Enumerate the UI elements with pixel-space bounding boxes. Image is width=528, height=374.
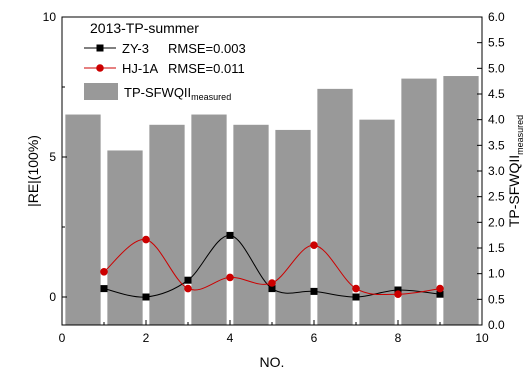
y-left-axis-title: |RE|(100%) xyxy=(25,135,41,207)
data-point xyxy=(310,287,318,295)
bar xyxy=(443,76,479,326)
data-point xyxy=(268,285,276,293)
x-tick-label: 0 xyxy=(59,331,66,345)
y-right-tick-label: 1.5 xyxy=(488,241,505,255)
legend-name-bars-main: TP-SFWQII xyxy=(124,85,191,100)
x-axis-title: NO. xyxy=(260,354,285,370)
line-series xyxy=(100,231,444,301)
data-point xyxy=(100,285,108,293)
bar xyxy=(275,129,311,325)
data-point xyxy=(226,231,234,239)
x-tick-label: 4 xyxy=(227,331,234,345)
y-right-axis-title-main: TP-SFWQII xyxy=(506,155,522,227)
data-point xyxy=(394,286,402,294)
y-right-tick-label: 0.0 xyxy=(488,318,505,332)
data-point xyxy=(142,293,150,301)
data-point xyxy=(142,235,150,244)
data-point xyxy=(268,279,276,287)
y-right-tick-label: 4.5 xyxy=(488,87,505,101)
bar xyxy=(191,114,227,326)
y-left-tick-label: 10 xyxy=(43,10,57,24)
bar xyxy=(233,124,269,325)
y-right-tick-label: 1.0 xyxy=(488,267,505,281)
data-point xyxy=(352,293,360,301)
x-tick-label: 10 xyxy=(475,331,489,345)
bar xyxy=(317,88,353,325)
bar xyxy=(65,114,101,326)
data-point xyxy=(394,290,402,299)
legend-name-bars-subscript: measured xyxy=(191,92,231,102)
legend-title: 2013-TP-summer xyxy=(90,20,199,36)
y-right-axis-title-subscript: measured xyxy=(515,115,525,155)
y-right-tick-label: 3.0 xyxy=(488,164,505,178)
x-tick-label: 2 xyxy=(143,331,150,345)
legend-name-zy3: ZY-3 xyxy=(122,41,149,56)
legend-marker-hj1a xyxy=(96,64,104,72)
y-right-axis-title: TP-SFWQIImeasured xyxy=(506,115,525,227)
y-right-tick-label: 6.0 xyxy=(488,10,505,24)
x-tick-label: 8 xyxy=(395,331,402,345)
y-right-tick-label: 5.0 xyxy=(488,61,505,75)
bar xyxy=(401,78,437,325)
y-right-tick-label: 2.0 xyxy=(488,215,505,229)
axes: 0 2 4 6 8 1005100.00.51.01.52.02.53.03.54.04.… xyxy=(25,10,525,370)
bar-series xyxy=(65,76,479,326)
y-right-tick-label: 5.5 xyxy=(488,36,505,50)
legend-swatch-bars xyxy=(84,83,118,100)
x-tick-label: 6 xyxy=(311,331,318,345)
y-left-tick-label: 5 xyxy=(49,150,56,164)
data-point xyxy=(352,284,360,293)
y-right-tick-label: 3.5 xyxy=(488,138,505,152)
data-point xyxy=(436,290,444,298)
data-point xyxy=(184,284,192,293)
legend-rmse-hj1a: RMSE=0.011 xyxy=(168,61,245,76)
data-point xyxy=(100,268,108,276)
data-point xyxy=(226,273,234,282)
data-point xyxy=(310,241,318,249)
legend-name-bars: TP-SFWQIImeasured xyxy=(124,85,231,102)
legend-name-hj1a: HJ-1A xyxy=(122,61,158,76)
legend: 2013-TP-summer ZY-3 RMSE=0.003 HJ-1A RMSE=0.… xyxy=(84,20,246,102)
y-right-tick-label: 0.5 xyxy=(488,292,505,306)
data-point xyxy=(436,284,444,293)
legend-marker-zy3 xyxy=(96,44,104,52)
bar xyxy=(107,150,143,325)
data-point xyxy=(184,276,192,284)
y-left-tick-label: 0 xyxy=(49,290,56,304)
y-right-tick-label: 2.5 xyxy=(488,190,505,204)
legend-rmse-zy3: RMSE=0.003 xyxy=(168,41,246,56)
y-right-tick-label: 4.0 xyxy=(488,113,505,127)
bar xyxy=(149,124,185,325)
